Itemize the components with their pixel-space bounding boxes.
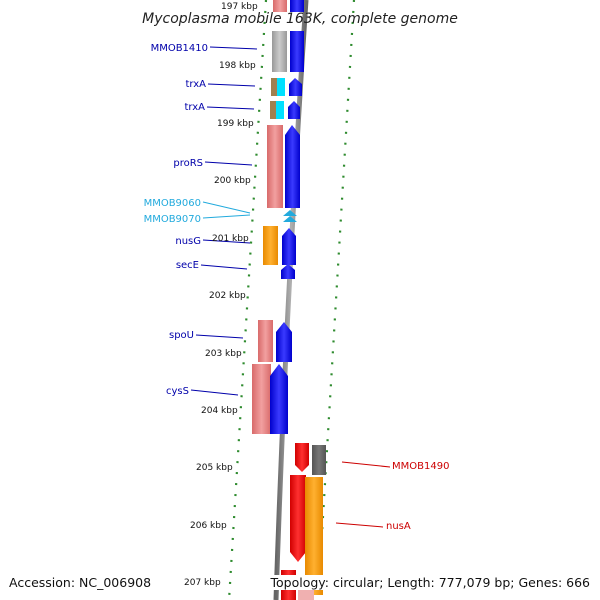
tick-label: 198 kbp [219,61,256,71]
leader-line [207,83,256,87]
cds-arrow [289,78,302,96]
leader-line [202,214,251,219]
kbp-ticks: 197 kbp 198 kbp 199 kbp 200 kbp 201 kbp … [184,2,258,588]
cds-arrow [282,228,296,265]
gene-label[interactable]: spoU [169,330,194,341]
topology-text: Topology: circular; Length: 777,079 bp; … [268,575,592,590]
cog-box [252,364,271,434]
cog-box [276,101,284,119]
cog-box [270,101,276,119]
cds-arrow [295,443,309,472]
leader-line [200,264,248,270]
cog-box [258,320,273,362]
cog-box [312,445,326,475]
gene-label[interactable]: MMOB1410 [151,43,208,54]
tick-label: 206 kbp [190,521,227,531]
gene-label[interactable]: trxA [185,79,206,90]
leader-line [209,46,258,50]
cog-box [267,125,283,208]
gene-labels: MMOB1410 trxA trxA proRS MMOB9060 MMOB90… [144,43,208,397]
cog-box [305,477,323,595]
tick-label: 203 kbp [205,349,242,359]
gene-label[interactable]: MMOB9060 [144,198,201,209]
leader-line [202,239,251,244]
gene-label[interactable]: secE [176,260,199,271]
tick-label: 199 kbp [217,119,254,129]
leader-line [195,334,244,339]
gene-label[interactable]: MMOB1490 [392,461,449,472]
gene-label[interactable]: trxA [184,102,205,113]
cog-box [263,226,278,265]
gene-track [252,0,304,434]
cog-box [272,31,287,72]
gene-label[interactable]: proRS [173,158,203,169]
cds-arrow [285,125,300,208]
cds-arrow [288,101,300,119]
tick-label: 200 kbp [214,176,251,186]
cds-arrow [283,210,297,216]
tick-label: 205 kbp [196,463,233,473]
gene-label[interactable]: nusA [386,521,411,532]
leader-line [204,161,253,166]
cog-box [271,78,277,96]
cds-arrow [281,264,295,279]
leader-line [202,201,251,214]
map-title: Mycoplasma mobile 163K, complete genome [142,11,458,27]
leader-line [341,461,391,468]
cds-arrow [290,0,304,12]
cog-box [273,0,287,12]
cds-arrow [290,475,306,562]
cds-arrow [270,364,288,434]
cog-box [277,78,285,96]
gene-label[interactable]: cysS [166,386,189,397]
tick-label: 207 kbp [184,578,221,588]
leader-line [335,522,384,528]
tick-label: 197 kbp [221,2,258,12]
tick-label: 204 kbp [201,406,238,416]
tick-label: 201 kbp [212,234,249,244]
cds-arrow [283,216,297,222]
cds-arrow [276,322,292,362]
inner-dotted-ring [227,0,268,600]
leader-line [190,389,239,396]
cds-arrow [290,31,304,72]
outer-dotted-ring [316,0,356,600]
cog-box [298,590,314,600]
gene-labels-right: MMOB1490 nusA [386,461,449,532]
leader-line [206,106,255,110]
label-lines [190,46,391,528]
tick-label: 202 kbp [209,291,246,301]
accession-text: Accession: NC_006908 [7,575,154,590]
gene-label[interactable]: nusG [175,236,201,247]
gene-label[interactable]: MMOB9070 [144,214,201,225]
